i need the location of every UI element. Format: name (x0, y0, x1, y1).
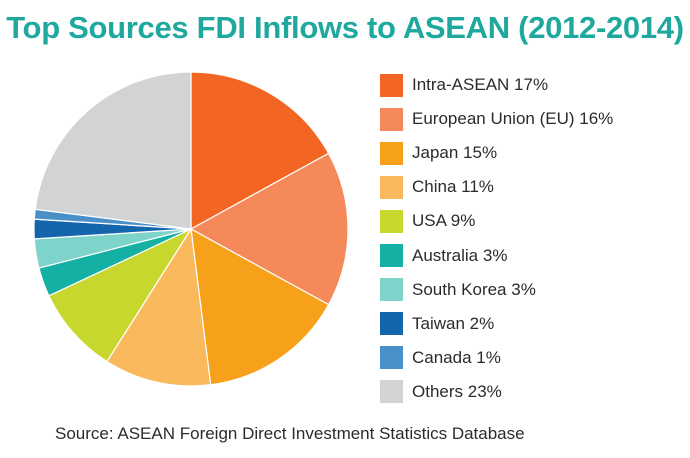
pie-slice-japan (190, 227, 330, 386)
pie-slice-china (106, 227, 212, 387)
legend-label-australia: Australia 3% (412, 245, 508, 265)
pie-slices (33, 71, 349, 387)
legend-swatch-australia (380, 244, 403, 267)
pie-slice-intra-asean (190, 71, 330, 231)
legend-item-usa: USA 9% (380, 208, 475, 234)
legend-swatch-usa (380, 209, 403, 233)
legend-label-usa: USA 9% (412, 211, 476, 231)
legend-swatch-intra-asean (380, 73, 403, 97)
legend-item-intra-asean: Intra-ASEAN 17% (380, 72, 548, 98)
legend-swatch-taiwan (380, 312, 403, 336)
legend-label-japan: Japan 15% (412, 143, 498, 163)
legend-swatch-european-union (380, 107, 403, 131)
legend-label-intra-asean: Intra-ASEAN 17% (412, 75, 549, 94)
legend-swatch-others (380, 380, 403, 404)
pie-slice-others (34, 71, 192, 230)
chart-title: Top Sources FDI Inflows to ASEAN (2012-2… (6, 10, 684, 45)
legend-swatch-japan (380, 141, 403, 165)
legend-swatch-canada (380, 346, 403, 370)
legend-label-south-korea: South Korea 3% (412, 279, 536, 299)
legend-swatch-china (380, 175, 403, 199)
legend-swatch-south-korea (380, 278, 403, 302)
legend-item-japan: Japan 15% (380, 140, 497, 166)
legend-item-others: Others 23% (380, 379, 502, 405)
legend-item-south-korea: South Korea 3% (380, 277, 536, 303)
legend-item-taiwan: Taiwan 2% (380, 311, 494, 337)
legend-item-australia: Australia 3% (380, 243, 507, 269)
legend-item-china: China 11% (380, 174, 494, 200)
legend-item-canada: Canada 1% (380, 345, 501, 371)
pie-slice-usa (48, 227, 193, 363)
pie-slice-european-union (189, 152, 349, 306)
legend-label-others: Others 23% (412, 381, 502, 401)
legend-label-canada: Canada 1% (412, 347, 501, 367)
source-note: Source: ASEAN Foreign Direct Investment … (55, 424, 525, 443)
legend-item-european-union: European Union (EU) 16% (380, 106, 613, 132)
legend-label-china: China 11% (412, 177, 494, 197)
legend-label-taiwan: Taiwan 2% (412, 313, 495, 333)
legend-label-european-union: European Union (EU) 16% (412, 109, 614, 129)
